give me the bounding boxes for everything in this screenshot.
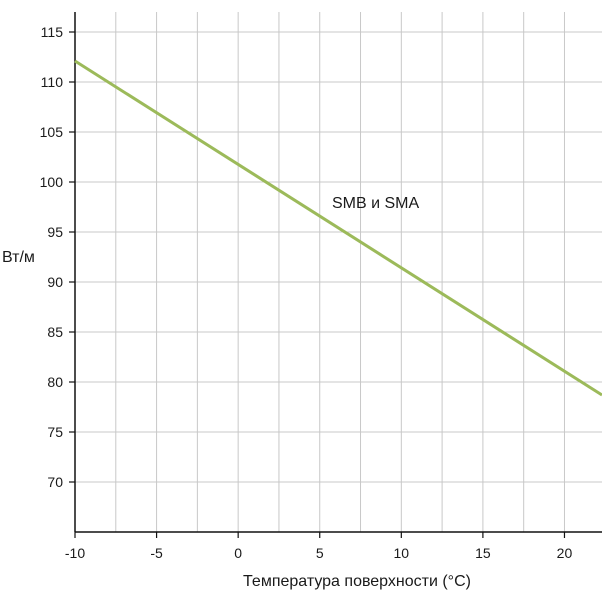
y-tick-label: 90 [47,274,63,290]
y-tick-label: 70 [47,474,63,490]
y-tick-labels: 70 75 80 85 90 95 100 105 110 115 [40,24,64,490]
x-tick-label: -10 [65,545,85,561]
x-tick-label: 5 [316,545,324,561]
series-label: SMB и SMA [332,195,420,212]
x-axis-title: Температура поверхности (°C) [243,573,471,590]
y-tick-label: 100 [40,174,64,190]
series-line [74,59,602,397]
axes [69,12,602,538]
y-tick-label: 95 [47,224,63,240]
x-tick-label: 20 [557,545,573,561]
y-tick-label: 85 [47,324,63,340]
x-tick-label: -5 [150,545,163,561]
series-group [74,59,602,397]
y-tick-label: 80 [47,374,63,390]
y-axis-title: Вт/м [2,249,35,266]
y-tick-label: 110 [41,74,64,90]
grid [75,12,602,532]
y-tick-label: 75 [47,424,63,440]
x-tick-labels: -10 -5 0 5 10 15 20 [65,545,573,561]
y-tick-label: 115 [41,24,64,40]
x-tick-label: 15 [475,545,491,561]
x-tick-label: 0 [234,545,242,561]
x-tick-label: 10 [394,545,410,561]
y-tick-label: 105 [40,124,64,140]
